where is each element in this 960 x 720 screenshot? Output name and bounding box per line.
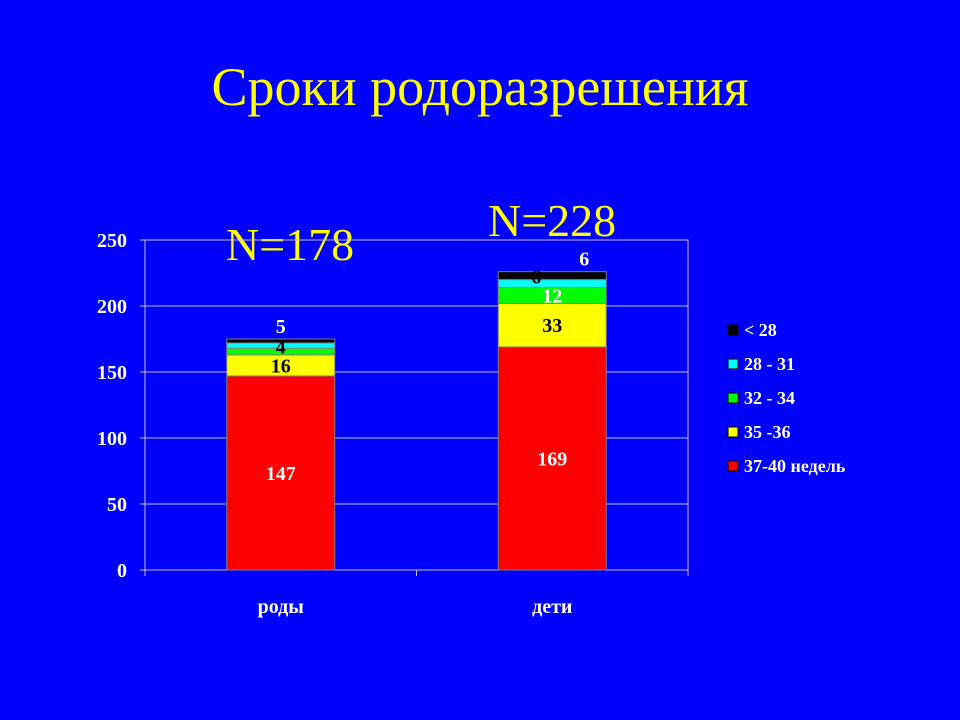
legend-swatch (727, 426, 739, 438)
n-label-deti: N=228 (488, 195, 617, 246)
data-label: 4 (276, 337, 286, 359)
data-label: 5 (276, 316, 286, 338)
bar-segment (497, 271, 607, 281)
slide-title: Сроки родоразрешения (211, 57, 749, 117)
x-category-label: роды (258, 596, 305, 618)
legend-swatch (727, 392, 739, 404)
legend-label: 37-40 недель (744, 456, 846, 476)
y-tick-label: 100 (97, 428, 127, 450)
data-label: 6 (579, 249, 589, 271)
data-label: 147 (266, 463, 296, 485)
data-label: 6 (531, 267, 541, 289)
legend-label: < 28 (744, 320, 777, 340)
legend-swatch (727, 324, 739, 336)
legend-label: 28 - 31 (744, 354, 795, 374)
y-tick-label: 250 (97, 230, 127, 252)
y-tick-label: 50 (107, 494, 127, 516)
y-tick-label: 0 (117, 560, 127, 582)
legend-label: 32 - 34 (744, 388, 795, 408)
data-label: 33 (542, 315, 562, 337)
y-tick-label: 150 (97, 362, 127, 384)
data-label: 12 (542, 285, 562, 307)
legend-swatch (727, 358, 739, 370)
bar-segment (226, 375, 336, 571)
data-label: 16 (271, 355, 291, 377)
bar-segment (226, 338, 336, 344)
bar-segment (497, 346, 607, 571)
n-label-rody: N=178 (226, 219, 355, 270)
legend-swatch (727, 460, 739, 472)
data-label: 169 (537, 448, 567, 470)
legend-label: 35 -36 (744, 422, 791, 442)
x-category-label: дети (532, 596, 572, 618)
y-tick-label: 200 (97, 296, 127, 318)
